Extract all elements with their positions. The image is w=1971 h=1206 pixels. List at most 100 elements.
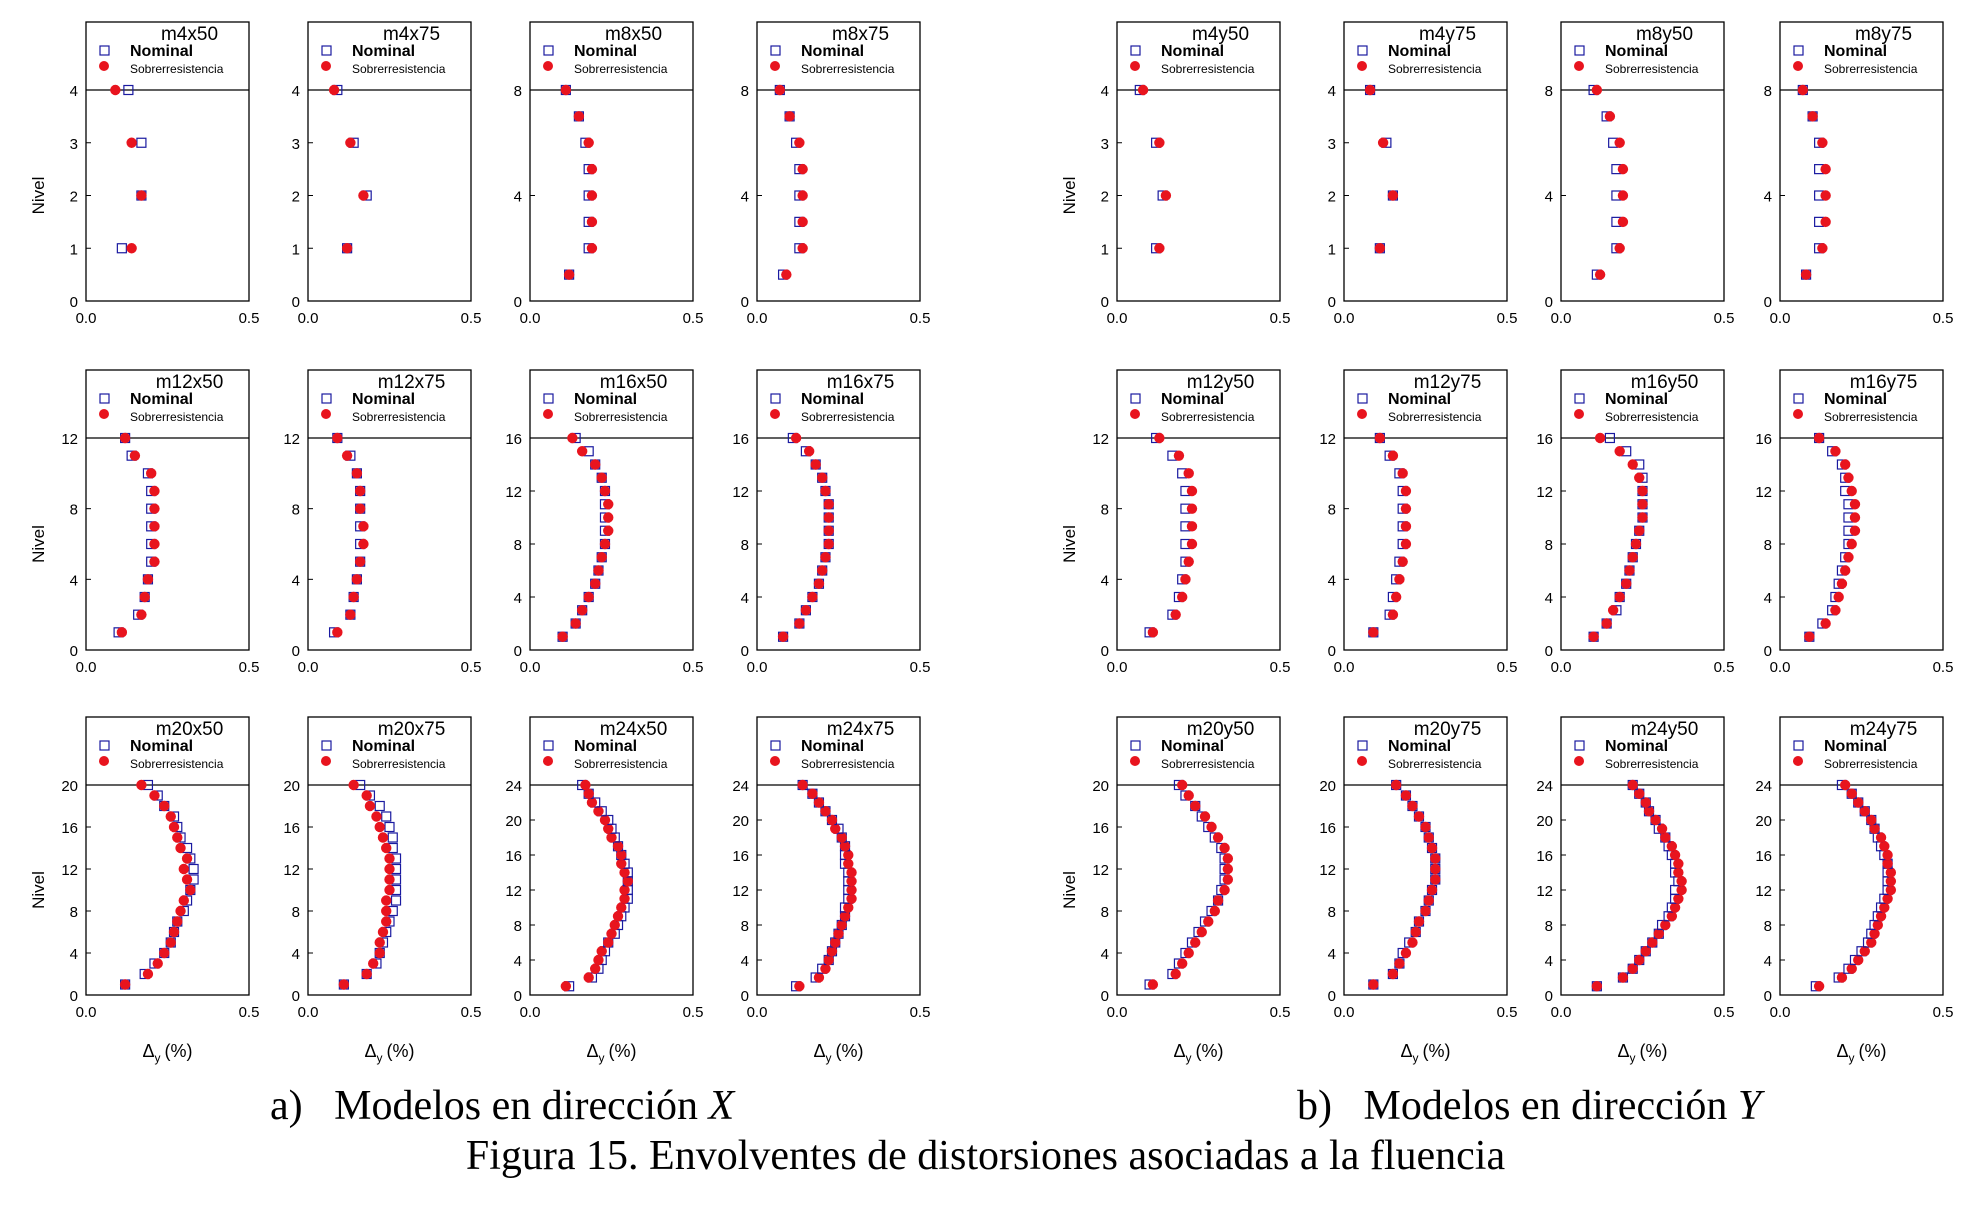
legend-sobre-label: Sobrerresistencia bbox=[1161, 410, 1255, 424]
panel-title: m12y50 bbox=[1187, 372, 1255, 393]
x-axis-label-unit: (%) bbox=[1859, 1041, 1887, 1061]
point-sobrerresistencia bbox=[1817, 137, 1828, 148]
point-sobrerresistencia bbox=[1879, 902, 1890, 913]
x-tick-label: 0.0 bbox=[520, 310, 541, 327]
point-sobrerresistencia bbox=[1669, 849, 1681, 861]
point-sobrerresistencia bbox=[1420, 821, 1431, 833]
point-sobrerresistencia bbox=[599, 814, 611, 826]
point-sobrerresistencia bbox=[1804, 631, 1815, 642]
x-axis-label: Δy (%) bbox=[1400, 1041, 1450, 1065]
point-sobrerresistencia bbox=[622, 876, 633, 887]
x-tick-label: 0.5 bbox=[683, 310, 704, 327]
x-axis-label-symbol: Δ bbox=[1400, 1041, 1412, 1061]
point-sobrerresistencia bbox=[351, 468, 363, 479]
point-sobrerresistencia bbox=[603, 525, 614, 536]
y-tick-label: 8 bbox=[514, 918, 522, 935]
panel-title: m8x75 bbox=[832, 24, 889, 45]
x-tick-label: 0.0 bbox=[298, 310, 319, 327]
point-sobrerresistencia bbox=[1830, 605, 1841, 616]
legend-nominal-label: Nominal bbox=[130, 391, 193, 408]
legend-sobre-marker bbox=[1574, 61, 1584, 71]
y-tick-label: 8 bbox=[741, 537, 749, 554]
point-sobrerresistencia bbox=[1407, 937, 1418, 948]
point-sobrerresistencia bbox=[823, 512, 834, 523]
y-tick-label: 16 bbox=[1092, 820, 1109, 837]
legend-nominal-label: Nominal bbox=[574, 43, 637, 60]
point-sobrerresistencia bbox=[1413, 916, 1425, 927]
point-sobrerresistencia bbox=[165, 811, 176, 822]
point-sobrerresistencia bbox=[384, 853, 395, 864]
legend-sobre-marker bbox=[1574, 756, 1584, 766]
y-tick-label: 2 bbox=[292, 189, 300, 206]
legend-nominal-marker bbox=[99, 45, 110, 56]
point-sobrerresistencia bbox=[1656, 823, 1668, 834]
point-sobrerresistencia bbox=[1364, 84, 1376, 96]
point-sobrerresistencia bbox=[820, 963, 831, 974]
legend-nominal-label: Nominal bbox=[1605, 391, 1668, 408]
legend-nominal-marker bbox=[321, 740, 332, 751]
legend-sobre-label: Sobrerresistencia bbox=[130, 410, 224, 424]
y-tick-label: 12 bbox=[283, 862, 300, 879]
y-tick-label: 12 bbox=[1755, 883, 1772, 900]
point-sobrerresistencia bbox=[1869, 823, 1880, 834]
y-tick-label: 0 bbox=[1764, 294, 1772, 311]
point-sobrerresistencia bbox=[583, 788, 594, 799]
x-axis-label-unit: (%) bbox=[1640, 1041, 1668, 1061]
point-sobrerresistencia bbox=[345, 137, 356, 148]
legend-sobre-marker bbox=[1574, 409, 1584, 419]
y-tick-label: 16 bbox=[732, 848, 749, 865]
point-sobrerresistencia bbox=[1397, 556, 1408, 567]
point-sobrerresistencia bbox=[1190, 937, 1201, 948]
panel-title: m16x75 bbox=[827, 372, 895, 393]
legend-nominal-label: Nominal bbox=[352, 391, 415, 408]
point-sobrerresistencia bbox=[1173, 450, 1185, 461]
x-tick-label: 0.5 bbox=[1714, 310, 1735, 327]
point-sobrerresistencia bbox=[136, 190, 147, 201]
point-sobrerresistencia bbox=[142, 574, 154, 585]
legend-nominal-marker bbox=[321, 45, 332, 56]
point-sobrerresistencia bbox=[1624, 565, 1635, 576]
point-sobrerresistencia bbox=[586, 163, 598, 175]
point-sobrerresistencia bbox=[1653, 928, 1665, 939]
panel-frame bbox=[1779, 21, 1944, 302]
legend-sobre-marker bbox=[99, 409, 109, 419]
point-sobrerresistencia bbox=[1627, 552, 1638, 563]
legend-nominal-marker bbox=[1574, 45, 1585, 56]
point-sobrerresistencia bbox=[576, 446, 588, 457]
point-sobrerresistencia bbox=[839, 911, 851, 922]
point-sobrerresistencia bbox=[1183, 556, 1194, 567]
point-sobrerresistencia bbox=[377, 832, 389, 843]
y-tick-label: 4 bbox=[1328, 572, 1336, 589]
point-sobrerresistencia bbox=[1387, 968, 1399, 980]
point-sobrerresistencia bbox=[1160, 190, 1172, 201]
point-sobrerresistencia bbox=[1673, 867, 1684, 878]
caption-b-var: Y bbox=[1737, 1083, 1762, 1129]
x-tick-label: 0.5 bbox=[910, 1004, 931, 1021]
y-tick-label: 4 bbox=[292, 572, 300, 589]
point-sobrerresistencia bbox=[181, 853, 193, 864]
point-sobrerresistencia bbox=[1621, 578, 1632, 589]
point-sobrerresistencia bbox=[1212, 895, 1224, 906]
panel-title: m24y50 bbox=[1631, 719, 1699, 740]
point-sobrerresistencia bbox=[1882, 858, 1893, 869]
y-tick-label: 12 bbox=[732, 883, 749, 900]
y-tick-label: 16 bbox=[1319, 820, 1336, 837]
point-sobrerresistencia bbox=[110, 84, 121, 96]
y-tick-label: 24 bbox=[1755, 778, 1772, 795]
y-tick-label: 8 bbox=[741, 918, 749, 935]
point-sobrerresistencia bbox=[1426, 842, 1438, 854]
point-sobrerresistencia bbox=[1203, 916, 1214, 927]
legend-nominal-label: Nominal bbox=[1161, 43, 1224, 60]
y-tick-label: 3 bbox=[70, 136, 78, 153]
x-axis-label-sub: y bbox=[826, 1051, 832, 1065]
point-sobrerresistencia bbox=[374, 937, 385, 948]
legend-nominal-marker bbox=[321, 393, 332, 404]
point-sobrerresistencia bbox=[358, 190, 369, 201]
point-sobrerresistencia bbox=[1594, 269, 1606, 280]
point-sobrerresistencia bbox=[1882, 893, 1893, 904]
x-tick-label: 0.0 bbox=[1551, 310, 1572, 327]
point-sobrerresistencia bbox=[1866, 937, 1877, 948]
legend-sobre-marker bbox=[770, 756, 780, 766]
